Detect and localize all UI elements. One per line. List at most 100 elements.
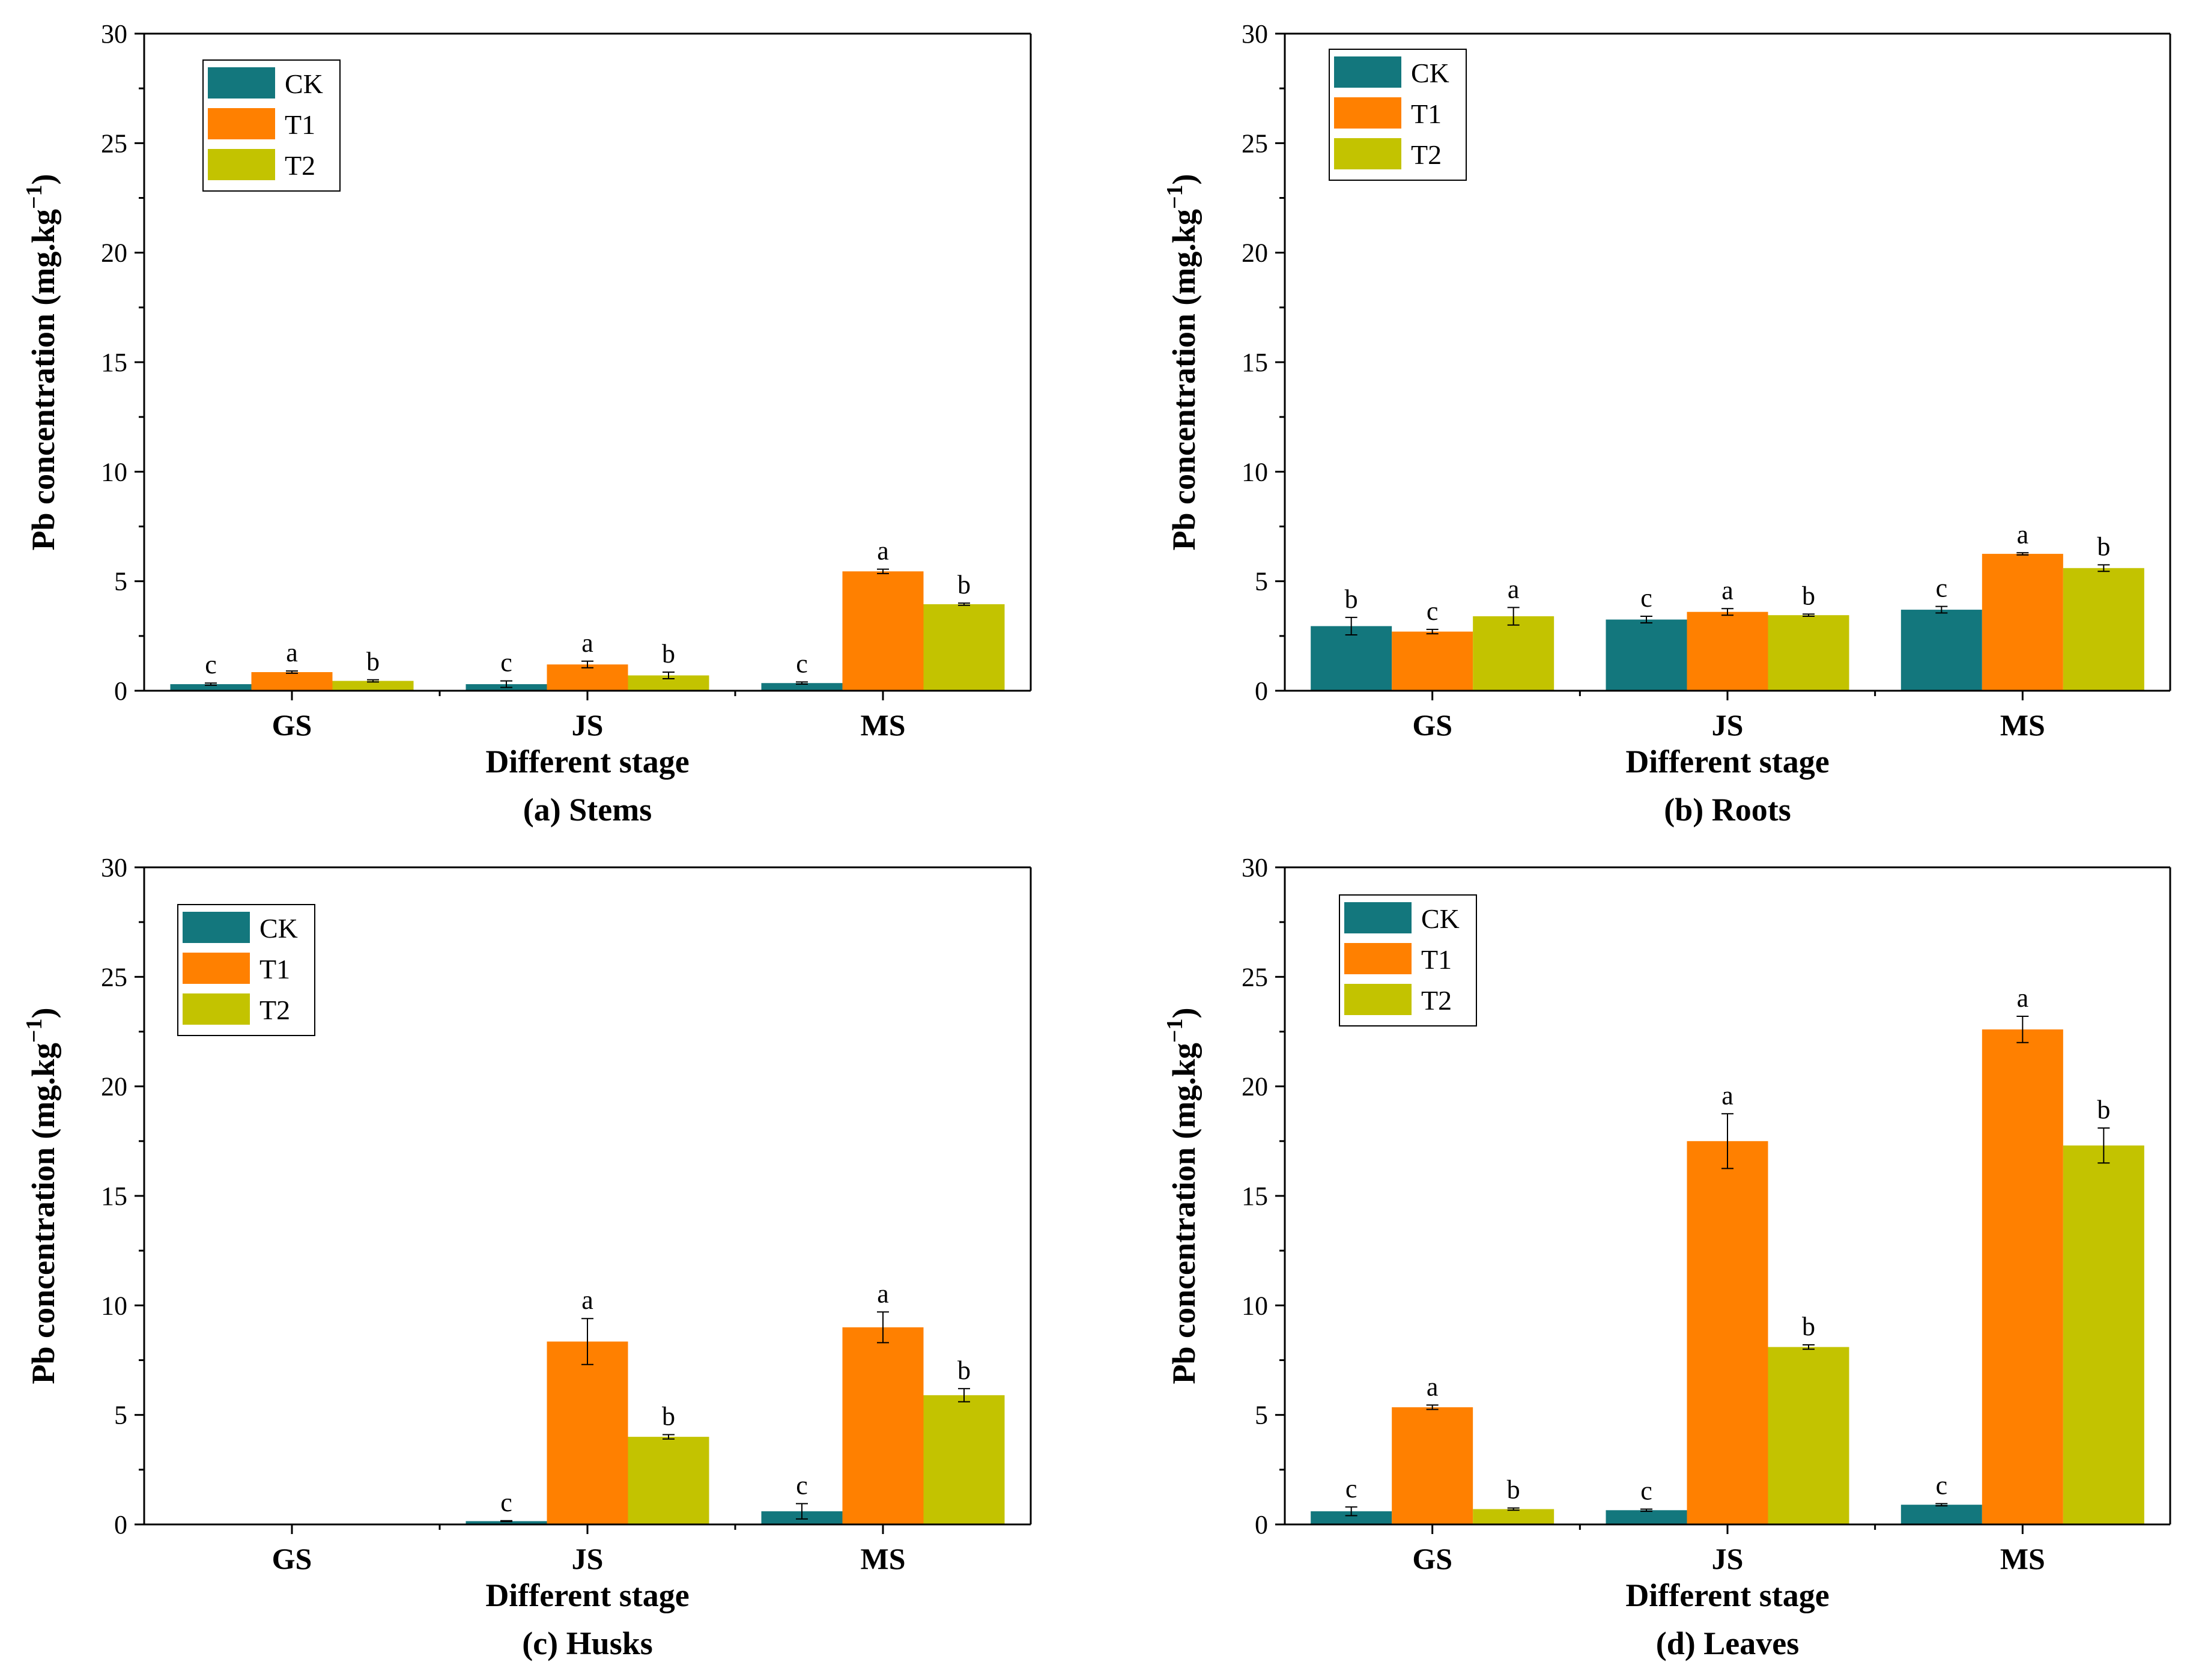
panel-caption: (b) Roots [1664, 792, 1791, 828]
legend-swatch-t1 [208, 108, 275, 139]
bar-ck [1311, 1511, 1392, 1524]
y-tick-label: 0 [114, 676, 127, 706]
y-tick-label: 30 [101, 19, 127, 49]
y-tick-label: 10 [101, 1291, 127, 1320]
significance-letter: b [957, 570, 971, 599]
chart-svg: c c c a a a b b b 0 5 10 15 20 25 30 GS JS MS Different sta… [1162, 853, 2171, 1661]
significance-letter: b [1507, 1475, 1520, 1505]
y-axis-title-close: ) [1166, 1007, 1202, 1018]
x-tick-label: MS [861, 1542, 906, 1575]
legend-swatch-t2 [208, 149, 275, 180]
bar-t1 [1392, 1407, 1473, 1524]
x-tick-label: JS [572, 708, 604, 742]
x-tick-label: GS [272, 1542, 312, 1575]
y-tick-label: 15 [1242, 348, 1268, 377]
legend-swatch-t2 [1334, 138, 1401, 169]
significance-letter: c [500, 648, 512, 678]
bar-t2 [1473, 1509, 1554, 1524]
y-axis-title-main: Pb concentration (mg.kg [1166, 209, 1202, 550]
y-axis-title-close: ) [25, 1007, 61, 1018]
legend-label-t2: T2 [1421, 985, 1452, 1016]
bar-t1 [1392, 631, 1473, 691]
y-axis-title-unit-exponent: −1 [1162, 1018, 1187, 1043]
y-axis-title-unit-exponent: −1 [22, 1018, 47, 1043]
x-axis-title: Different stage [485, 744, 689, 780]
significance-letter: a [1721, 575, 1733, 605]
bar-t1 [842, 571, 924, 691]
significance-letter: b [2097, 1095, 2110, 1124]
bar-t1 [1982, 1029, 2063, 1524]
legend-label-ck: CK [259, 913, 298, 944]
x-axis-title: Different stage [485, 1577, 689, 1613]
y-tick-label: 5 [114, 1401, 127, 1430]
bar-ck [1606, 1510, 1687, 1524]
legend-swatch-t1 [1344, 943, 1412, 974]
significance-letter: c [1936, 574, 1948, 603]
significance-letter: b [366, 647, 380, 676]
legend-label-t1: T1 [259, 954, 290, 984]
y-axis-title: Pb concentration (mg.kg−1) [1162, 1007, 1202, 1384]
bar-ck [1606, 619, 1687, 691]
y-tick-label: 20 [1242, 238, 1268, 268]
bar-t2 [628, 1437, 709, 1524]
significance-letter: a [2017, 983, 2029, 1013]
bar-ck [1900, 1505, 1982, 1524]
legend-swatch-t2 [1344, 984, 1412, 1015]
y-axis-title-unit-exponent: −1 [22, 184, 47, 209]
significance-letter: a [2017, 520, 2029, 549]
y-tick-label: 30 [1242, 853, 1268, 882]
significance-letter: a [877, 536, 889, 566]
panel-caption: (d) Leaves [1656, 1625, 1799, 1661]
significance-letter: c [1345, 1474, 1357, 1503]
significance-letter: c [796, 1470, 808, 1500]
y-tick-label: 15 [1242, 1181, 1268, 1211]
significance-letter: c [1427, 596, 1439, 626]
y-tick-label: 20 [101, 238, 127, 268]
chart-panel-husks: c c a a b b 0 5 10 15 20 25 30 GS JS MS Different stage (… [0, 840, 1101, 1679]
legend-swatch-t1 [183, 953, 250, 984]
y-axis-title-unit-exponent: −1 [1162, 184, 1187, 209]
significance-letter: c [796, 649, 808, 678]
chart-panel-roots: b c c c a a a b b 0 5 10 15 20 25 30 GS JS MS Different sta… [1101, 0, 2202, 840]
bar-t2 [1768, 1347, 1849, 1524]
y-tick-label: 10 [1242, 457, 1268, 487]
significance-letter: a [1508, 574, 1520, 604]
significance-letter: b [1802, 1312, 1815, 1341]
y-tick-label: 0 [114, 1510, 127, 1539]
panel-caption: (c) Husks [522, 1625, 653, 1661]
bar-ck [1900, 610, 1982, 691]
y-tick-label: 25 [101, 129, 127, 158]
y-tick-label: 15 [101, 348, 127, 377]
significance-letter: c [500, 1488, 512, 1517]
significance-letter: a [1721, 1081, 1733, 1110]
y-tick-label: 20 [1242, 1072, 1268, 1102]
bar-t2 [2063, 568, 2144, 691]
bar-t2 [923, 1395, 1005, 1524]
legend-label-t2: T2 [1411, 139, 1442, 170]
bar-ck [170, 684, 252, 691]
significance-letter: a [1427, 1372, 1439, 1401]
y-tick-label: 25 [101, 962, 127, 992]
y-axis-title: Pb concentration (mg.kg−1) [1162, 174, 1202, 550]
bar-t1 [842, 1327, 924, 1524]
bar-t1 [251, 672, 333, 691]
y-tick-label: 30 [101, 853, 127, 882]
legend-label-t1: T1 [1411, 99, 1442, 129]
x-tick-label: MS [2000, 708, 2045, 742]
legend-label-ck: CK [285, 68, 323, 99]
significance-letter: b [662, 1401, 675, 1431]
y-axis-title-main: Pb concentration (mg.kg [1166, 1043, 1202, 1384]
bar-ck [761, 683, 843, 691]
significance-letter: c [1936, 1470, 1948, 1500]
chart-svg: b c c c a a a b b 0 5 10 15 20 25 30 GS JS MS Different sta… [1162, 19, 2171, 828]
y-tick-label: 15 [101, 1181, 127, 1211]
x-tick-label: MS [861, 708, 906, 742]
legend-swatch-ck [183, 912, 250, 943]
y-axis-title-close: ) [1166, 174, 1202, 184]
legend-label-t1: T1 [1421, 944, 1452, 975]
legend-label-ck: CK [1421, 903, 1460, 934]
bar-t2 [923, 604, 1005, 691]
x-axis-title: Different stage [1625, 744, 1829, 780]
y-axis-title-main: Pb concentration (mg.kg [25, 209, 61, 550]
significance-letter: b [1345, 584, 1358, 614]
